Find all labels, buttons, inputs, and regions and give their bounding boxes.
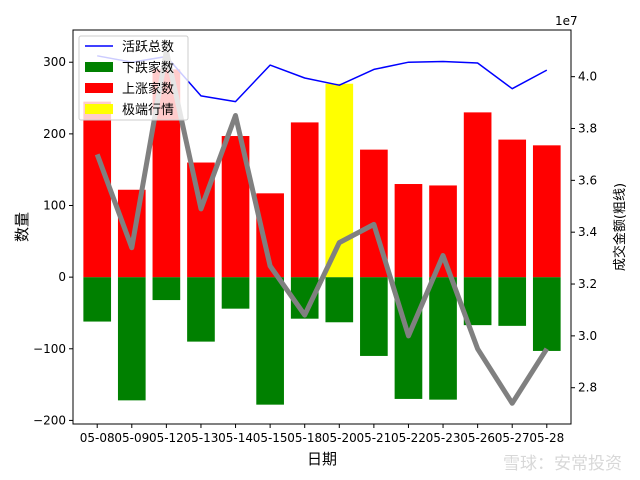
bar-0-05-08 (83, 277, 112, 322)
bar-0-05-27 (498, 277, 527, 326)
x-tick-label-05-15: 05-15 (253, 431, 288, 445)
right-tick-label: 3.8 (578, 122, 597, 136)
plot-frame (72, 29, 572, 425)
left-tick-label: 200 (43, 127, 66, 141)
x-tick-label-05-13: 05-13 (184, 431, 219, 445)
right-tick-label: 3.0 (578, 329, 597, 343)
x-tick-label-05-12: 05-12 (149, 431, 184, 445)
bar-0-05-09 (117, 277, 146, 401)
legend-box (78, 35, 189, 121)
legend-label: 下跌家数 (122, 60, 174, 76)
right-tick-label: 3.4 (578, 225, 597, 239)
x-tick-label-05-09: 05-09 (114, 431, 149, 445)
x-tick-label-05-14: 05-14 (218, 431, 253, 445)
y-axis-label: 数量 (13, 212, 31, 242)
x-tick-label-05-26: 05-26 (460, 431, 495, 445)
legend-swatch (85, 104, 113, 114)
bar-0-05-28 (532, 277, 561, 351)
legend-swatch (85, 83, 113, 93)
right-tick-label: 3.6 (578, 173, 597, 187)
bar-0-05-15 (256, 277, 284, 405)
bar-1-05-22 (394, 184, 423, 278)
legend-label: 活跃总数 (122, 40, 174, 55)
left-y-axis: −200 −100 0 100 200 300 (33, 55, 73, 427)
bar-1-05-26 (463, 112, 492, 278)
x-axis: 05-08 05-09 05-12 05-13 05-14 05-15 05-18 05-20… (80, 424, 564, 445)
bar-0-05-12 (152, 277, 181, 301)
x-tick-label-05-28: 05-28 (529, 431, 564, 445)
x-tick-label-05-22: 05-22 (391, 431, 426, 445)
right-axis-multiplier: 1e7 (555, 14, 578, 28)
bar-0-05-21 (360, 277, 388, 356)
legend-label: 上涨家数 (122, 81, 174, 97)
left-tick-label: 0 (58, 270, 66, 284)
bar-1-05-08 (83, 101, 112, 278)
bar-1-05-28 (532, 145, 561, 278)
watermark: 雪球：安常投资 (503, 454, 622, 474)
left-tick-label: −100 (33, 342, 66, 356)
x-tick-label-05-18: 05-18 (287, 431, 322, 445)
right-y-axis: 2.8 3.0 3.2 3.4 3.6 3.8 4.0 (571, 70, 597, 395)
legend-swatch (85, 62, 113, 72)
bar-0-05-14 (221, 277, 250, 309)
left-tick-label: 100 (43, 199, 66, 213)
bar-0-05-23 (429, 277, 457, 400)
left-tick-label: 300 (43, 55, 66, 69)
right-y-axis-label: 成交金额(粗线) (612, 183, 628, 271)
bar-1-05-23 (429, 185, 457, 278)
x-axis-label: 日期 (307, 450, 337, 468)
x-tick-label-05-27: 05-27 (495, 431, 530, 445)
x-tick-label-05-21: 05-21 (356, 431, 391, 445)
left-tick-label: −200 (33, 413, 66, 427)
bar-0-05-20 (325, 277, 354, 323)
legend-label: 极端行情 (122, 103, 174, 118)
right-tick-label: 3.2 (578, 277, 597, 291)
bar-0-05-13 (187, 277, 215, 342)
right-tick-label: 4.0 (578, 70, 597, 84)
right-tick-label: 2.8 (578, 381, 597, 395)
bar-1-05-27 (498, 139, 527, 278)
bar-1-05-18 (290, 122, 319, 278)
x-tick-label-05-20: 05-20 (322, 431, 357, 445)
x-tick-label-05-08: 05-08 (80, 431, 115, 445)
x-tick-label-05-23: 05-23 (426, 431, 461, 445)
